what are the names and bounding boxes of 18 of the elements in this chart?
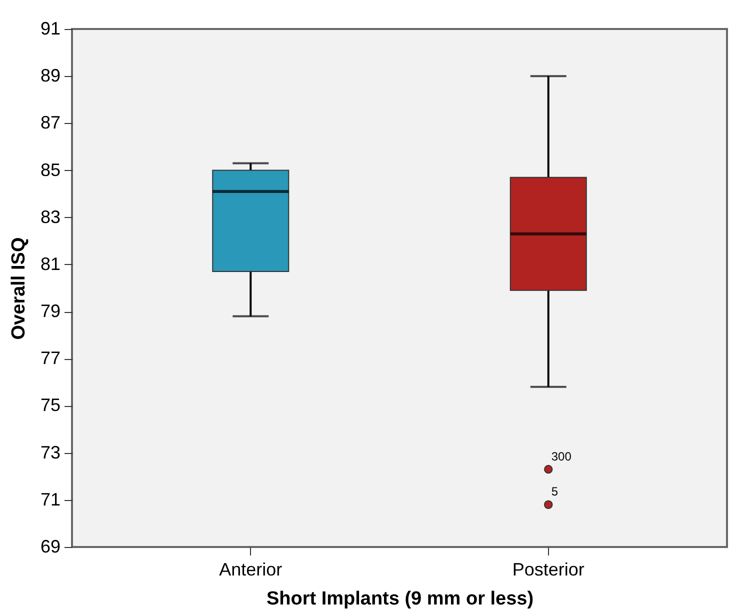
y-tick-label: 69 bbox=[40, 536, 60, 556]
y-tick-label: 73 bbox=[40, 442, 60, 462]
y-axis-title: Overall ISQ bbox=[8, 237, 30, 340]
y-tick-label: 71 bbox=[40, 489, 60, 510]
y-tick-label: 85 bbox=[40, 160, 60, 180]
y-tick-label: 83 bbox=[40, 206, 60, 227]
x-axis-title: Short Implants (9 mm or less) bbox=[266, 588, 534, 610]
x-tick-label: Anterior bbox=[219, 560, 282, 580]
y-tick-label: 87 bbox=[40, 112, 60, 133]
x-tick-label: Posterior bbox=[512, 560, 584, 580]
y-tick-label: 79 bbox=[40, 301, 60, 322]
annotation: 300 bbox=[551, 449, 572, 464]
y-tick-label: 75 bbox=[40, 395, 60, 416]
y-tick-label: 77 bbox=[40, 348, 60, 368]
y-tick-label: 91 bbox=[40, 18, 60, 38]
annotation: 5 bbox=[551, 484, 558, 499]
y-tick-label: 89 bbox=[40, 66, 60, 86]
y-tick-label: 81 bbox=[40, 254, 60, 274]
